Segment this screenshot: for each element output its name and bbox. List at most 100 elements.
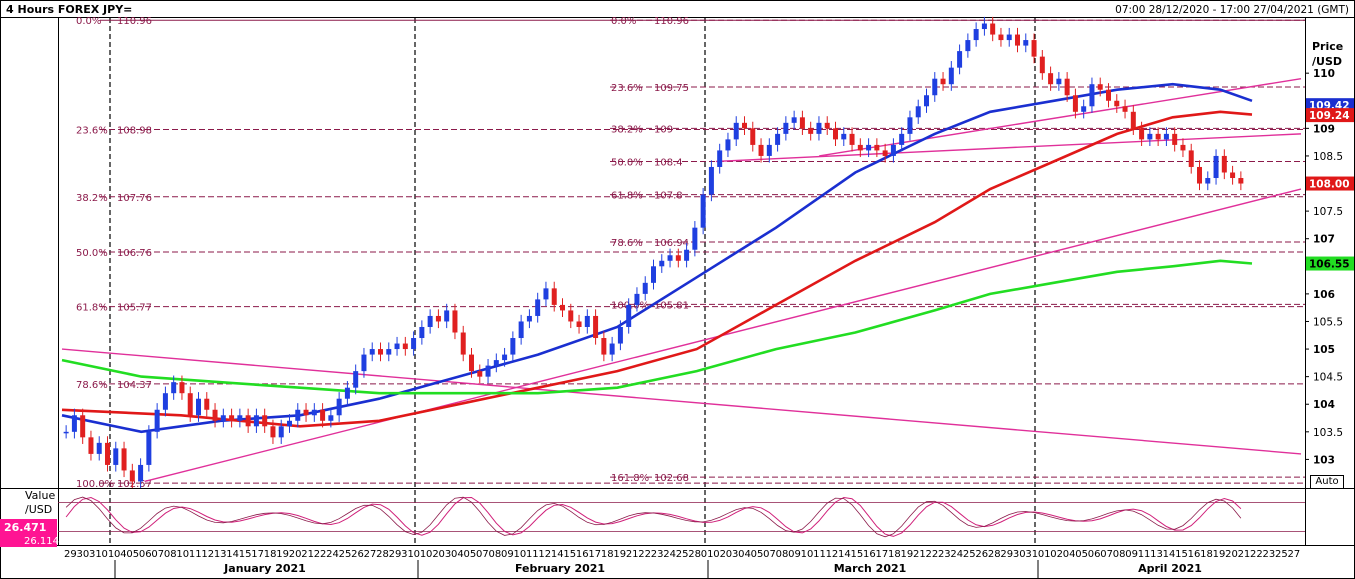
x-day-label: 02 xyxy=(1050,549,1063,560)
candle-body xyxy=(394,343,400,350)
candle-body xyxy=(957,51,963,68)
x-day-label: 04 xyxy=(451,549,464,560)
candle-body xyxy=(593,315,599,339)
y-tick-label: 107.5 xyxy=(1313,206,1343,218)
candle-body xyxy=(584,315,590,327)
fib-right-price: 105.81 xyxy=(654,300,689,311)
x-day-label: 16 xyxy=(576,549,589,560)
x-day-label: 13 xyxy=(1150,549,1163,560)
candle-body xyxy=(708,166,714,195)
x-day-label: 05 xyxy=(464,549,477,560)
candle-body xyxy=(849,133,855,145)
candle-body xyxy=(684,249,690,261)
candle-body xyxy=(262,415,268,427)
x-day-label: 10 xyxy=(513,549,526,560)
x-day-label: 08 xyxy=(1113,549,1126,560)
candle-body xyxy=(278,426,284,438)
candle-body xyxy=(609,343,615,355)
x-day-label: 21 xyxy=(1238,549,1251,560)
x-day-label: 01 xyxy=(414,549,427,560)
candle-body xyxy=(96,442,102,454)
candle-body xyxy=(816,122,822,134)
candle-body xyxy=(981,23,987,30)
osc-value-2: 26.114 xyxy=(24,536,59,547)
x-day-label: 04 xyxy=(114,549,127,560)
x-day-label: 12 xyxy=(826,549,839,560)
candle-body xyxy=(1023,40,1029,46)
candle-body xyxy=(1197,166,1202,184)
x-day-label: 14 xyxy=(226,549,239,560)
y-tick-label: 104.5 xyxy=(1313,372,1343,384)
candle-body xyxy=(725,139,731,151)
candle-body xyxy=(799,117,805,129)
x-day-label: 26 xyxy=(351,549,364,560)
x-day-label: 28 xyxy=(988,549,1001,560)
x-day-label: 20 xyxy=(289,549,302,560)
fib-right-price: 109.75 xyxy=(654,83,689,94)
price-tag xyxy=(1306,108,1354,123)
x-day-label: 23 xyxy=(938,549,951,560)
x-day-label: 29 xyxy=(1000,549,1013,560)
candle-body xyxy=(386,349,392,355)
candle-body xyxy=(179,382,185,394)
x-day-label: 09 xyxy=(1125,549,1138,560)
candle-body xyxy=(940,78,946,85)
x-day-label: 16 xyxy=(1188,549,1201,560)
candle-body xyxy=(361,354,367,372)
fib-left-price: 105.77 xyxy=(117,303,152,314)
candle-body xyxy=(626,304,632,327)
osc-line-fast xyxy=(65,496,1242,537)
osc-value-tag xyxy=(0,519,57,547)
x-day-label: 17 xyxy=(588,549,601,560)
candle-body xyxy=(775,133,781,145)
x-day-label: 11 xyxy=(189,549,202,560)
x-day-label: 31 xyxy=(401,549,414,560)
y-tick-label: 103 xyxy=(1313,454,1335,466)
x-day-label: 08 xyxy=(488,549,501,560)
fib-right-pct: 38.2% xyxy=(611,124,643,135)
x-day-label: 05 xyxy=(1075,549,1088,560)
candle-body xyxy=(915,106,921,118)
x-day-label: 21 xyxy=(301,549,314,560)
x-day-label: 09 xyxy=(788,549,801,560)
x-day-label: 02 xyxy=(426,549,439,560)
x-day-label: 03 xyxy=(726,549,739,560)
candle-body xyxy=(129,470,135,482)
fib-right-pct: 23.6% xyxy=(611,83,643,94)
x-day-label: 27 xyxy=(1288,549,1301,560)
date-range-label: 07:00 28/12/2020 - 17:00 27/04/2021 (GMT… xyxy=(1115,4,1349,16)
fib-right-pct: 0.0% xyxy=(611,16,636,27)
candle-body xyxy=(651,266,656,283)
candle-body xyxy=(287,420,292,427)
x-day-label: 31 xyxy=(89,549,102,560)
candle-body xyxy=(212,409,218,421)
x-day-label: 02 xyxy=(713,549,726,560)
candle-body xyxy=(965,40,971,52)
x-month-label: February 2021 xyxy=(515,562,605,575)
candle-body xyxy=(1163,133,1169,140)
candle-body xyxy=(874,144,880,151)
candle-body xyxy=(1097,84,1103,90)
candle-body xyxy=(196,398,201,416)
candle-body xyxy=(1006,34,1012,41)
x-day-label: 01 xyxy=(1038,549,1051,560)
fib-right-pct: 61.8% xyxy=(611,191,643,202)
candle-body xyxy=(452,310,458,333)
x-day-label: 05 xyxy=(126,549,139,560)
candle-body xyxy=(518,321,524,339)
candle-body xyxy=(162,393,168,410)
candle-body xyxy=(700,194,706,228)
candle-body xyxy=(1230,172,1236,179)
fib-left-price: 108.98 xyxy=(117,125,152,136)
auto-scale-button[interactable]: Auto xyxy=(1310,475,1344,489)
x-day-label: 19 xyxy=(900,549,913,560)
x-day-label: 15 xyxy=(563,549,576,560)
candle-body xyxy=(882,150,888,156)
x-day-label: 04 xyxy=(1063,549,1076,560)
x-day-label: 09 xyxy=(501,549,514,560)
x-day-label: 30 xyxy=(76,549,89,560)
x-month-label: January 2021 xyxy=(223,562,306,575)
x-day-label: 18 xyxy=(264,549,277,560)
candle-body xyxy=(617,326,623,344)
candle-body xyxy=(121,448,127,471)
